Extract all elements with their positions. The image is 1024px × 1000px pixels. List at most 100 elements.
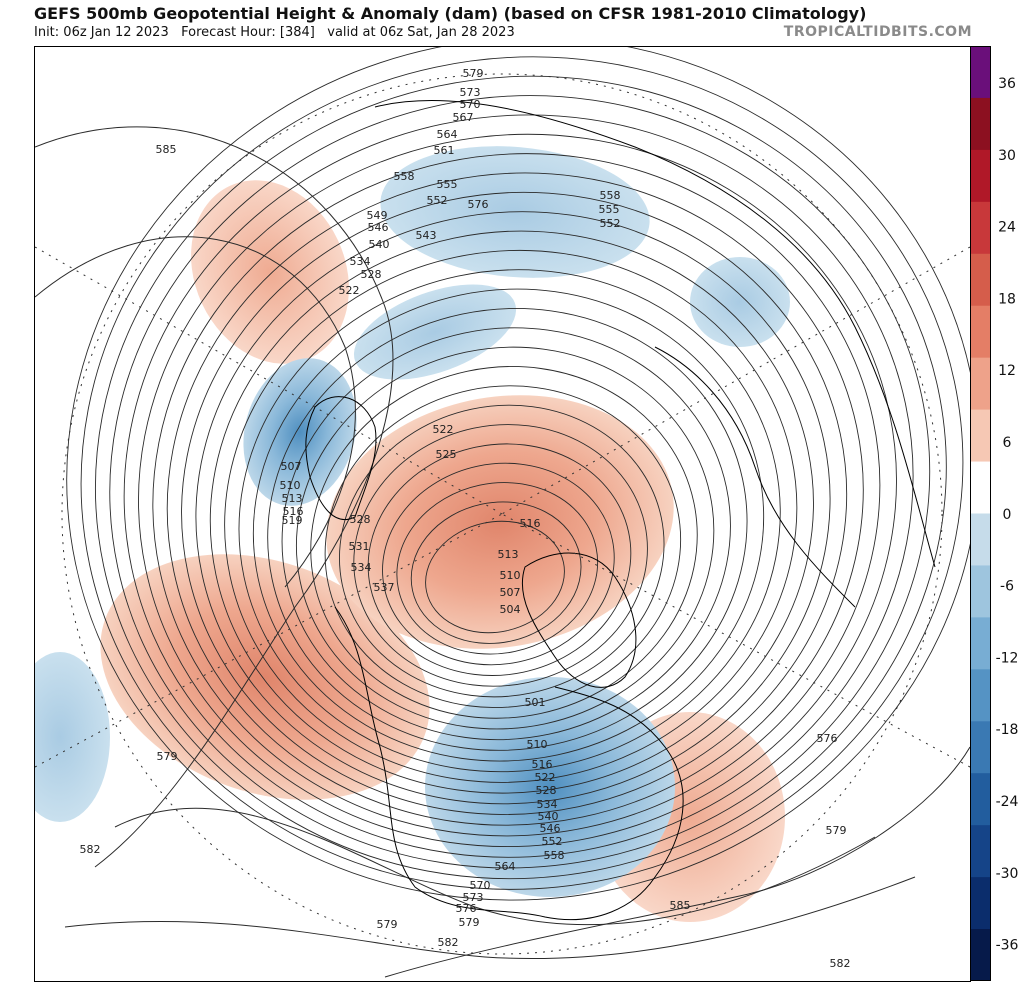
contour-label: 579 [463, 67, 484, 80]
map-title: GEFS 500mb Geopotential Height & Anomaly… [34, 4, 867, 23]
height-contour-line [152, 153, 881, 837]
height-contour-line [396, 482, 599, 655]
contour-label: 546 [368, 221, 389, 234]
negative-anomaly-siberia-south [353, 284, 517, 380]
contour-label: 510 [500, 569, 521, 582]
height-contour-line [109, 95, 931, 869]
colorbar-swatch [970, 461, 991, 514]
contour-label: 549 [367, 209, 388, 222]
europe-coast [654, 346, 856, 608]
contour-label: 582 [438, 936, 459, 949]
contour-label: 579 [377, 918, 398, 931]
height-contour-line [166, 172, 864, 826]
contour-label: 552 [427, 194, 448, 207]
colorbar-tick-label: 24 [998, 220, 1016, 236]
anomaly-colorbar: 36 30 24 18 12 6 0 -6 -12 -18 -24 -30 -36 [970, 46, 1019, 981]
colorbar-tick-label: 12 [998, 363, 1016, 379]
contour-label: 582 [830, 957, 851, 970]
colorbar-tick-label: -12 [996, 650, 1019, 666]
height-contour-line [267, 308, 748, 751]
contour-label: 558 [394, 170, 415, 183]
contour-label: 534 [537, 798, 558, 811]
height-contour-line [310, 366, 698, 719]
height-anomaly-map: 5855795825825795855825765795795765735705… [34, 46, 971, 982]
height-contour-line [382, 462, 615, 666]
contour-label: 573 [460, 86, 481, 99]
contour-label: 534 [350, 255, 371, 268]
colorbar-tick-label: -30 [996, 866, 1019, 882]
contour-label: 576 [468, 198, 489, 211]
alaska-coast [305, 396, 377, 520]
contour-label: 579 [826, 824, 847, 837]
positive-anomaly-siberia [191, 180, 349, 364]
colorbar-swatch [970, 149, 991, 203]
forecast-hour: Forecast Hour: [384] [181, 25, 315, 40]
contour-label: 579 [459, 916, 480, 929]
colorbar-tick-label: 6 [1003, 435, 1012, 451]
eurasia-coast [374, 100, 936, 568]
colorbar-swatch [970, 877, 991, 930]
contour-label: 534 [351, 561, 372, 574]
contour-label: 516 [520, 517, 541, 530]
contour-label: 507 [500, 586, 521, 599]
height-contour-line [252, 288, 765, 762]
contour-label: 576 [456, 902, 477, 915]
contour-label: 519 [282, 514, 303, 527]
colorbar-tick-label: 36 [998, 76, 1016, 92]
height-contour-line [224, 249, 798, 783]
height-contour-line [181, 191, 848, 815]
height-contour-line [324, 385, 682, 708]
polar-contours [66, 47, 970, 901]
contour-label: 513 [282, 492, 303, 505]
contour-label: 501 [525, 696, 546, 709]
height-contour-line [195, 211, 831, 805]
contour-label: 570 [470, 879, 491, 892]
colorbar-swatch [970, 201, 991, 255]
anomaly-shading [35, 146, 790, 922]
contour-label: 540 [538, 810, 559, 823]
colorbar-tick-label: -24 [996, 794, 1019, 810]
header: GEFS 500mb Geopotential Height & Anomaly… [0, 0, 1024, 46]
colorbar-swatch [970, 773, 991, 826]
contour-label: 504 [500, 603, 521, 616]
height-contour-line [353, 424, 648, 687]
contour-label: 561 [434, 144, 455, 157]
height-contours [35, 126, 970, 978]
contour-label: 516 [532, 758, 553, 771]
colorbar-swatch [970, 929, 991, 981]
contour-label: 585 [156, 143, 177, 156]
contour-label: 537 [374, 581, 395, 594]
colorbar-swatch [970, 721, 991, 774]
negative-anomaly-north-america [425, 677, 675, 897]
colorbar-swatch [970, 513, 991, 566]
init-time: Init: 06z Jan 12 2023 [34, 25, 169, 40]
colorbar-tick-label: -36 [996, 938, 1019, 954]
colorbar-tick-label: -18 [996, 722, 1019, 738]
contour-label: 522 [535, 771, 556, 784]
height-contour-line [66, 47, 970, 901]
contour-label: 543 [416, 229, 437, 242]
negative-anomaly-hawaii [35, 652, 110, 822]
height-contour-line [425, 520, 565, 634]
contour-label: 528 [350, 513, 371, 526]
contour-label: 510 [527, 738, 548, 751]
colorbar-swatch [970, 617, 991, 670]
contour-label: 528 [361, 268, 382, 281]
latlon-grid [35, 73, 970, 955]
contour-label: 555 [437, 178, 458, 191]
contour-label: 558 [600, 189, 621, 202]
height-contour-line [209, 230, 814, 794]
contour-label: 564 [495, 860, 516, 873]
height-contour-line [138, 133, 897, 847]
colorbar-tick-label: 18 [998, 291, 1016, 307]
contour-label: 507 [281, 460, 302, 473]
valid-time: valid at 06z Sat, Jan 28 2023 [327, 25, 515, 40]
greenland-coast [521, 552, 637, 688]
colorbar-tick-label: 30 [998, 148, 1016, 164]
colorbar-swatch [970, 565, 991, 618]
colorbar-tick-label: -6 [1000, 579, 1014, 595]
contour-label: 528 [536, 784, 557, 797]
colorbar-swatch [970, 97, 991, 151]
contour-label: 579 [157, 750, 178, 763]
positive-anomaly-pacific [100, 554, 430, 800]
